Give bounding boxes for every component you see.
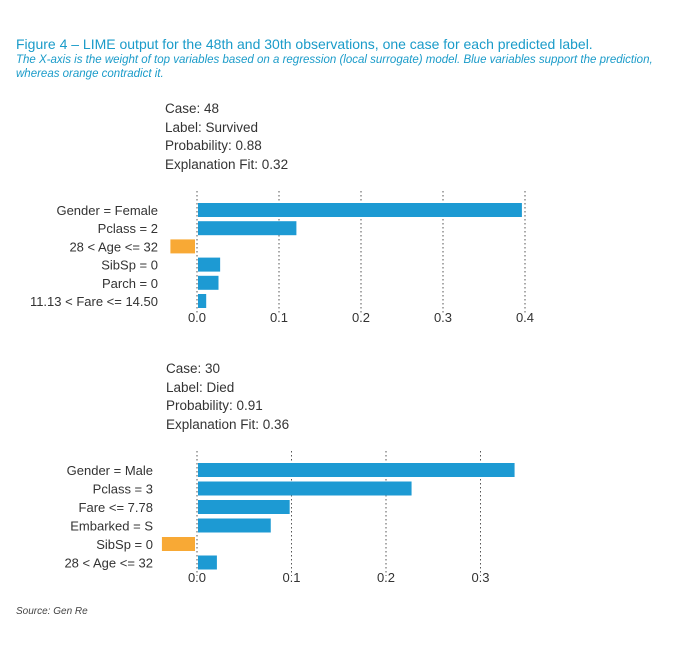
bar-support [198,518,271,533]
chart-plot-30: 0.0 0.1 0.2 0.3 Gender = Male Pclass = 3 Fare … [64,451,515,585]
explanation-fit-line: Explanation Fit: 0.32 [165,156,289,172]
category-label: Parch = 0 [102,276,158,291]
case-line: Case: 48 [165,101,220,116]
category-label: Embarked = S [70,519,153,534]
bar-support [198,275,219,290]
x-tick-label: 0.1 [282,570,300,585]
x-tick-label: 0.3 [434,310,452,325]
category-label: Pclass = 2 [98,221,158,236]
x-tick-label: 0.2 [377,570,395,585]
category-label: Fare <= 7.78 [79,500,153,515]
probability-line: Probability: 0.88 [165,138,262,153]
bar-support [198,463,515,477]
bar-contradict [161,537,195,551]
x-tick-label: 0.2 [352,310,370,325]
x-tick-label: 0.4 [516,310,534,325]
x-tick-label: 0.0 [188,310,206,325]
probability-line: Probability: 0.91 [166,398,263,413]
source-note: Source: Gen Re [16,606,88,617]
bar-support [198,221,297,236]
category-label: 28 < Age <= 32 [69,239,158,254]
category-label: Gender = Male [67,463,153,478]
x-tick-label: 0.1 [270,310,288,325]
category-label: Pclass = 3 [93,482,153,497]
category-label: 11.13 < Fare <= 14.50 [30,294,158,309]
bar-support [198,257,221,272]
bar-support [198,500,290,514]
figure-subtitle: The X-axis is the weight of top variable… [16,54,653,80]
case-info-48: Case: 48 Label: Survived Probability: 0.… [165,100,288,174]
label-line: Label: Survived [165,119,259,135]
category-label: SibSp = 0 [101,258,158,273]
bar-support [198,294,207,308]
x-tick-label: 0.3 [471,570,489,585]
lime-chart-case-48: Case: 48 Label: Survived Probability: 0.… [0,95,674,335]
category-label: Gender = Female [56,203,158,218]
bar-support [198,203,522,217]
x-tick-label: 0.0 [188,570,206,585]
explanation-fit-line: Explanation Fit: 0.36 [166,416,290,432]
figure-title: Figure 4 – LIME output for the 48th and … [16,36,593,52]
lime-chart-case-30: Case: 30 Label: Died Probability: 0.91 E… [0,355,674,595]
category-label: 28 < Age <= 32 [64,556,153,571]
bar-support [198,555,217,570]
case-info-30: Case: 30 Label: Died Probability: 0.91 E… [166,360,289,434]
category-label: SibSp = 0 [96,537,153,552]
label-line: Label: Died [166,379,235,395]
bar-contradict [170,239,195,254]
chart-plot-48: 0.0 0.1 0.2 0.3 0.4 Gender = Female Pclass = 2… [30,191,534,325]
bar-support [198,481,412,496]
case-line: Case: 30 [166,361,221,376]
